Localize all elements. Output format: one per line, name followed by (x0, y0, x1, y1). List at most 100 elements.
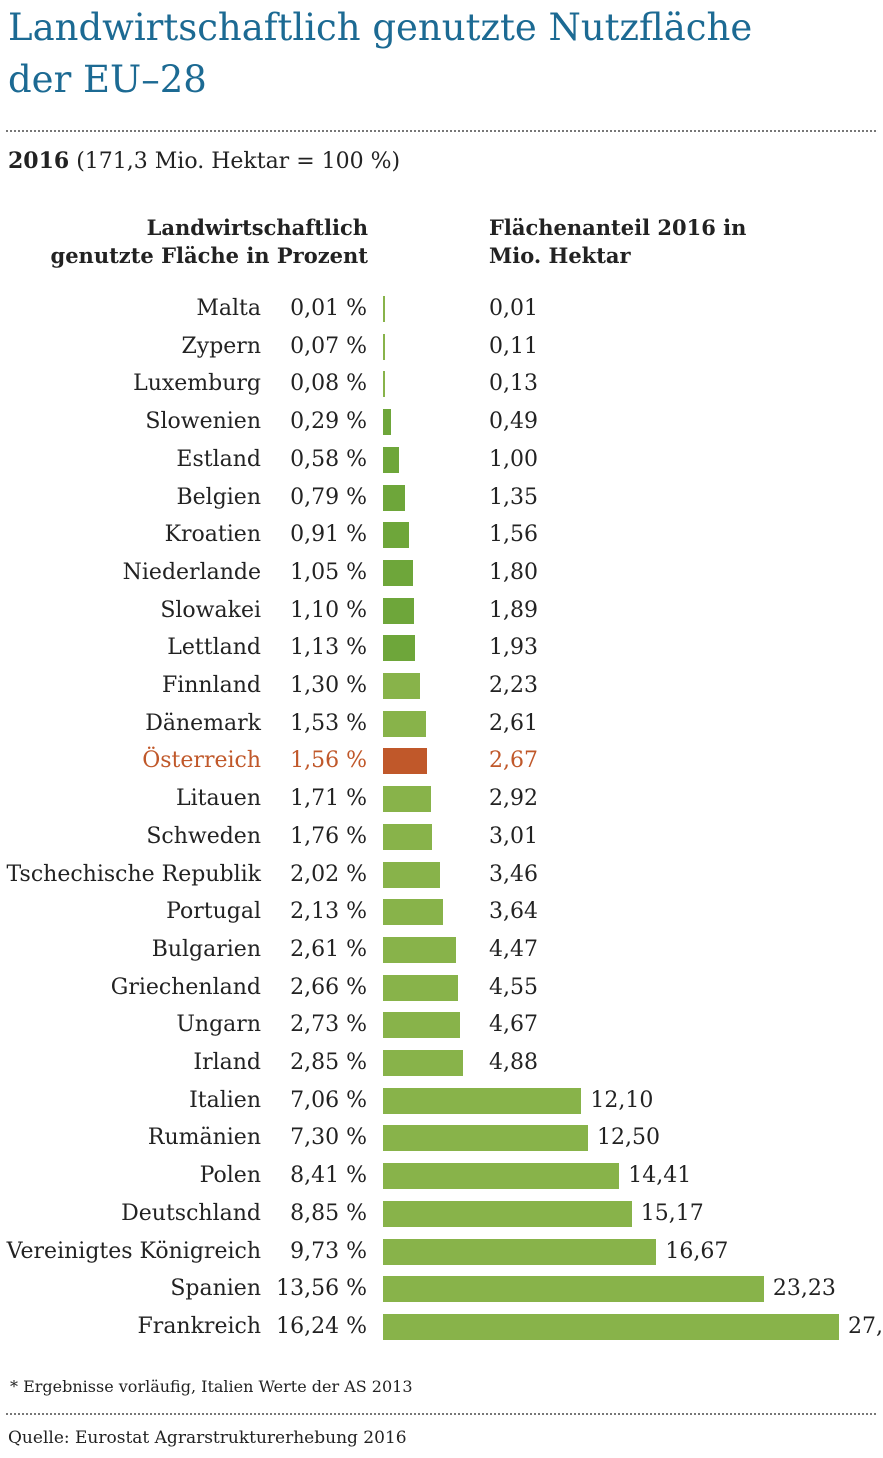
country-label: Slowenien (145, 409, 261, 435)
country-label: Niederlande (122, 559, 261, 585)
bar-row: Belgien 0,79 % 1,35 (0, 479, 883, 516)
bar-row: Polen 8,41 % 14,41 (0, 1157, 883, 1194)
value-label: 1,80 (489, 559, 538, 585)
country-label: Ungarn (176, 1012, 261, 1038)
column-header-hectare: Flächenanteil 2016 in Mio. Hektar (489, 214, 746, 270)
bar (383, 748, 427, 775)
bar (383, 1125, 588, 1152)
value-label: 1,35 (489, 484, 538, 510)
percent-label: 7,30 % (290, 1125, 367, 1151)
source-note: Quelle: Eurostat Agrarstrukturerhebung 2… (8, 1428, 407, 1448)
percent-label: 0,29 % (290, 409, 367, 435)
percent-label: 2,73 % (290, 1012, 367, 1038)
value-label: 2,61 (489, 710, 538, 736)
percent-label: 9,73 % (290, 1238, 367, 1264)
bar (383, 371, 386, 398)
bar (383, 710, 426, 737)
percent-label: 0,79 % (290, 484, 367, 510)
bar-row: Spanien 13,56 % 23,23 (0, 1270, 883, 1307)
percent-label: 1,76 % (290, 823, 367, 849)
country-label: Malta (196, 296, 261, 321)
country-label: Belgien (176, 484, 261, 510)
percent-label: 1,13 % (290, 635, 367, 661)
country-label: Zypern (181, 333, 261, 359)
country-label: Spanien (170, 1276, 261, 1302)
country-label: Österreich (142, 748, 261, 774)
country-label: Vereinigtes Königreich (6, 1238, 261, 1264)
column-header-percent: Landwirtschaftlich genutzte Fläche in Pr… (51, 214, 368, 270)
value-label: 3,01 (489, 823, 538, 849)
country-label: Litauen (176, 786, 261, 812)
bar-row: Litauen 1,71 % 2,92 (0, 780, 883, 817)
country-label: Irland (193, 1050, 261, 1075)
bar-row: Kroatien 0,91 % 1,56 (0, 516, 883, 553)
value-label: 0,01 (489, 296, 538, 321)
bar (383, 484, 406, 511)
percent-label: 8,41 % (290, 1163, 367, 1189)
percent-label: 1,56 % (290, 748, 367, 774)
percent-label: 1,10 % (290, 597, 367, 623)
country-label: Polen (199, 1163, 261, 1189)
bar-row: Rumänien 7,30 % 12,50 (0, 1119, 883, 1156)
percent-label: 1,71 % (290, 786, 367, 812)
country-label: Deutschland (121, 1200, 261, 1226)
bar (383, 409, 392, 436)
bar-row: Niederlande 1,05 % 1,80 (0, 554, 883, 591)
percent-label: 8,85 % (290, 1200, 367, 1226)
country-label: Lettland (167, 635, 261, 661)
bar-row: Lettland 1,13 % 1,93 (0, 629, 883, 666)
country-label: Estland (176, 446, 261, 472)
bar (383, 786, 431, 813)
country-label: Frankreich (137, 1313, 261, 1339)
subtitle-total: (171,3 Mio. Hektar = 100 %) (69, 149, 401, 174)
bar (383, 974, 458, 1001)
bar (383, 899, 443, 926)
bar (383, 559, 413, 586)
value-label: 3,46 (489, 861, 538, 887)
country-label: Tschechische Republik (6, 861, 261, 887)
bar-row: Irland 2,85 % 4,88 (0, 1044, 883, 1081)
bar-row: Griechenland 2,66 % 4,55 (0, 969, 883, 1006)
percent-label: 2,66 % (290, 974, 367, 1000)
percent-label: 0,91 % (290, 522, 367, 548)
value-label: 12,10 (590, 1087, 654, 1113)
chart-title: Landwirtschaftlich genutzte Nutzfläche d… (8, 2, 878, 106)
value-label: 4,88 (489, 1050, 538, 1075)
bar (383, 823, 433, 850)
percent-label: 2,13 % (290, 899, 367, 925)
value-label: 0,13 (489, 371, 538, 397)
divider-top (6, 130, 876, 132)
value-label: 1,93 (489, 635, 538, 661)
country-label: Portugal (166, 899, 261, 925)
value-label: 1,00 (489, 446, 538, 472)
percent-label: 16,24 % (276, 1313, 367, 1339)
bar-row: Portugal 2,13 % 3,64 (0, 893, 883, 930)
value-label: 4,67 (489, 1012, 538, 1038)
bar-row: Deutschland 8,85 % 15,17 (0, 1195, 883, 1232)
value-label: 16,67 (665, 1238, 729, 1264)
percent-label: 0,07 % (290, 333, 367, 359)
bar-row: Italien 7,06 % 12,10 (0, 1082, 883, 1119)
bar (383, 1050, 464, 1076)
bar (383, 1313, 839, 1340)
bar-row: Bulgarien 2,61 % 4,47 (0, 931, 883, 968)
country-label: Slowakei (160, 597, 261, 623)
column-header-percent-line-1: Landwirtschaftlich (146, 215, 368, 240)
bar-row: Slowenien 0,29 % 0,49 (0, 403, 883, 440)
value-label: 4,47 (489, 936, 538, 962)
bar (383, 522, 409, 549)
value-label: 27,81 (848, 1313, 883, 1339)
percent-label: 13,56 % (276, 1276, 367, 1302)
column-header-percent-line-2: genutzte Fläche in Prozent (50, 243, 368, 268)
country-label: Griechenland (110, 974, 261, 1000)
bar (383, 1163, 620, 1190)
percent-label: 0,58 % (290, 446, 367, 472)
bar-row: Österreich 1,56 % 2,67 (0, 742, 883, 779)
divider-bottom (6, 1413, 876, 1415)
bar (383, 635, 415, 662)
column-header-hectare-line-2: Mio. Hektar (489, 243, 631, 268)
bar (383, 597, 414, 624)
column-header-hectare-line-1: Flächenanteil 2016 in (489, 215, 747, 240)
value-label: 12,50 (596, 1125, 660, 1151)
chart-title-line-1: Landwirtschaftlich genutzte Nutzfläche (8, 6, 753, 49)
